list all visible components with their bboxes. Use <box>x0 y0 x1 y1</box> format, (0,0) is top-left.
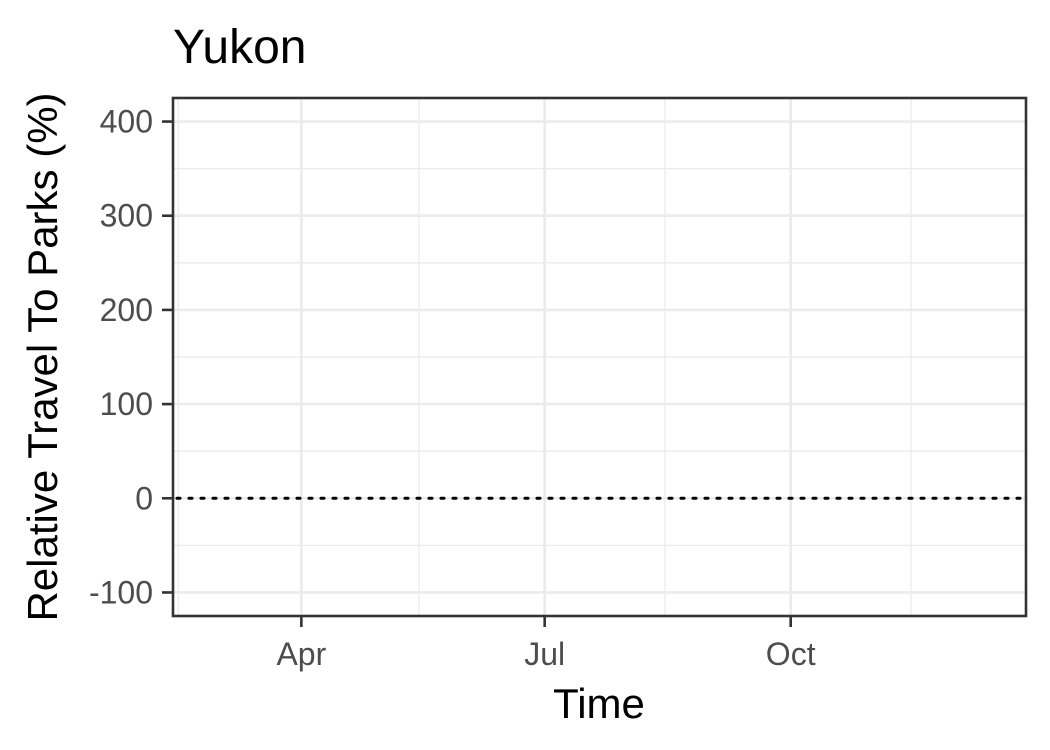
y-tick-label: 0 <box>135 480 153 516</box>
y-tick-label: 200 <box>100 292 153 328</box>
x-axis: Apr Jul Oct <box>276 616 816 672</box>
x-tick-label: Oct <box>766 636 816 672</box>
y-axis-title: Relative Travel To Parks (%) <box>19 92 66 621</box>
y-tick-label: 400 <box>100 104 153 140</box>
x-tick-label: Jul <box>524 636 565 672</box>
x-axis-title: Time <box>553 680 645 727</box>
y-tick-label: -100 <box>89 574 153 610</box>
minor-gridlines <box>173 98 1026 616</box>
major-gridlines <box>173 98 1026 616</box>
plot-panel <box>171 96 1028 618</box>
chart-title: Yukon <box>173 21 306 74</box>
y-tick-label: 100 <box>100 386 153 422</box>
y-axis: -100 0 100 200 300 400 <box>89 104 173 610</box>
x-tick-label: Apr <box>276 636 326 672</box>
y-tick-label: 300 <box>100 198 153 234</box>
